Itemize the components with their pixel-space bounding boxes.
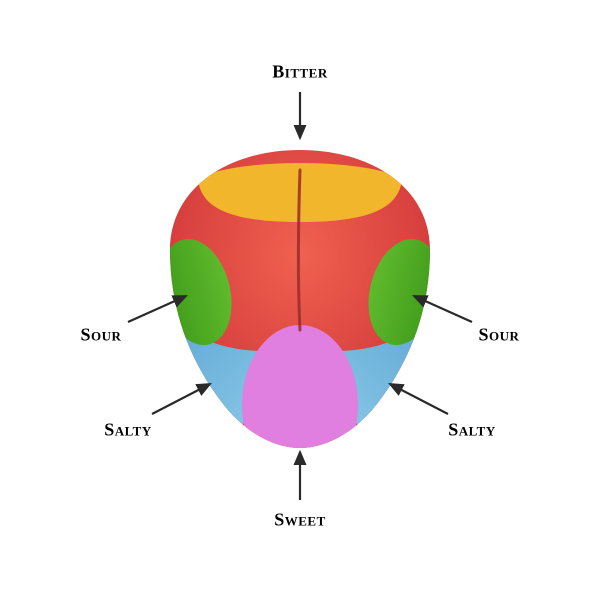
label-sour-l: Sour bbox=[81, 325, 122, 346]
label-salty-l: Salty bbox=[104, 420, 151, 441]
arrow-salty-l bbox=[152, 384, 210, 414]
label-salty-r: Salty bbox=[448, 420, 495, 441]
median-groove bbox=[299, 170, 301, 330]
label-sweet: Sweet bbox=[274, 510, 326, 531]
arrow-salty-r bbox=[390, 384, 448, 414]
diagram-canvas: Bitter Sour Sour Salty Salty Sweet bbox=[0, 0, 600, 600]
label-sour-r: Sour bbox=[479, 325, 520, 346]
label-bitter: Bitter bbox=[272, 62, 327, 83]
